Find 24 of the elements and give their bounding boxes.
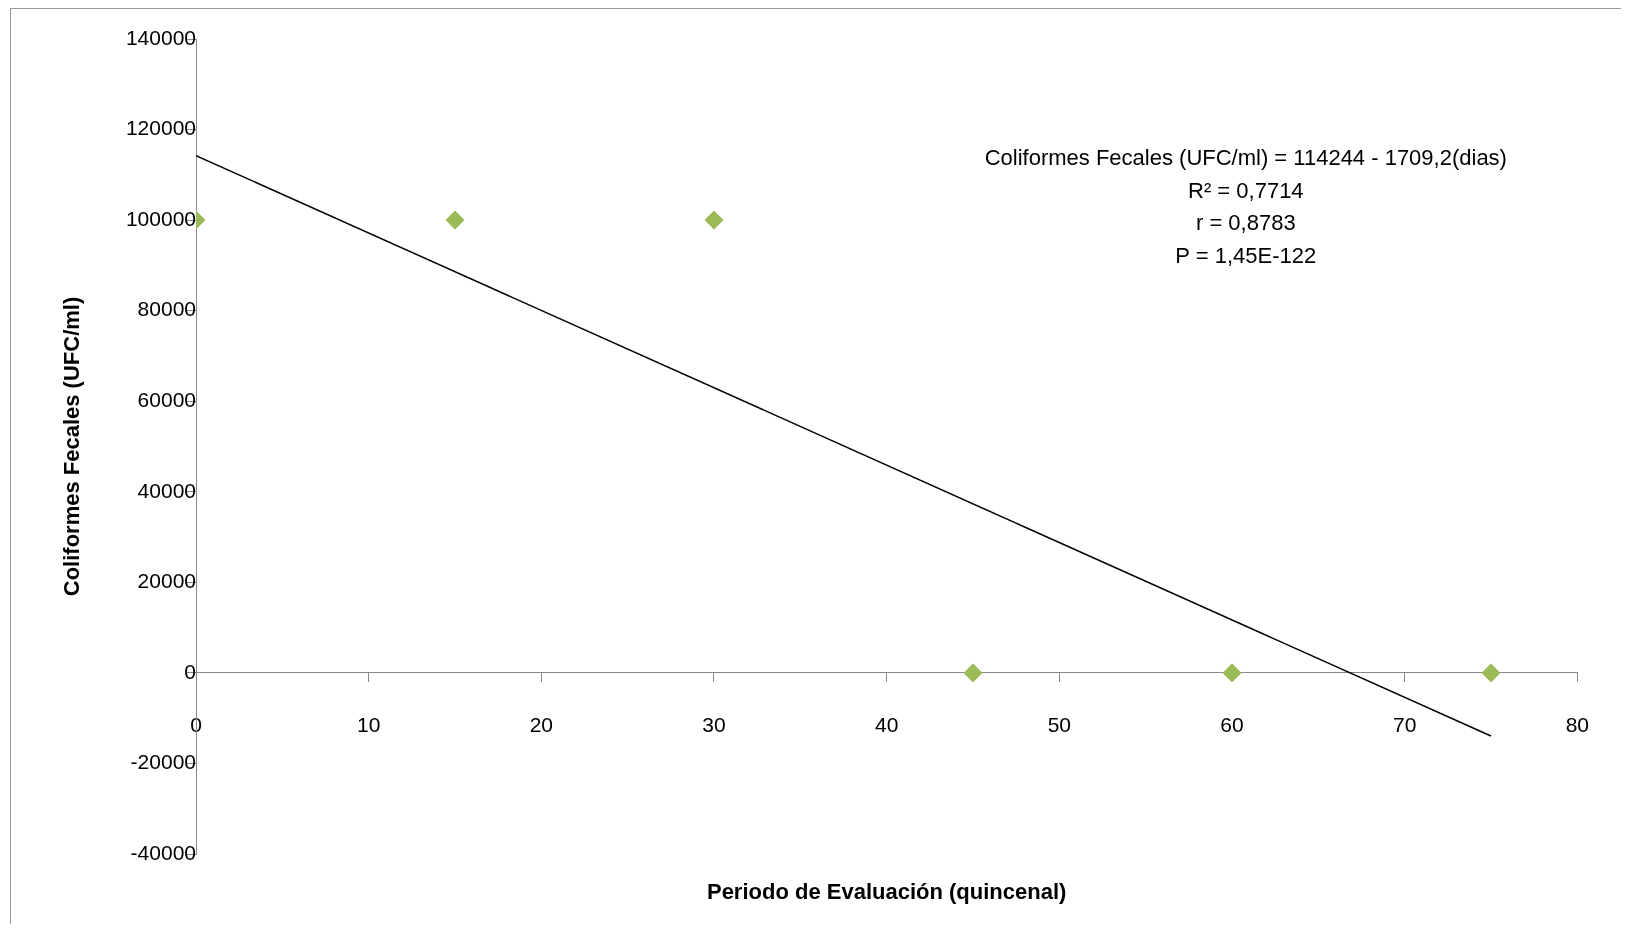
y-tick-label: 80000 [137, 297, 196, 321]
annotation: r = 0,8783 [1195, 210, 1296, 236]
y-tick-label: -20000 [130, 750, 196, 774]
y-tick-label: 100000 [125, 206, 196, 230]
y-tick-label: 60000 [137, 388, 196, 412]
x-tick-label: 50 [1047, 713, 1072, 737]
y-tick-label: 20000 [137, 569, 196, 593]
annotation: Coliformes Fecales (UFC/ml) = 114244 - 1709,2(dias) [984, 145, 1507, 171]
x-tick-label: 60 [1220, 713, 1244, 737]
y-tick-label: 40000 [137, 478, 196, 502]
x-tick-label: 80 [1565, 713, 1589, 737]
x-tick-label: 10 [356, 713, 381, 737]
x-tick-label: 40 [874, 713, 899, 737]
x-axis-title: Periodo de Evaluación (quincenal) [706, 879, 1067, 905]
annotation: R² = 0,7714 [1188, 177, 1304, 203]
x-tick-label: 20 [529, 713, 554, 737]
y-axis-title: Coliformes Fecales (UFC/ml) [59, 296, 85, 597]
y-tick-label: 0 [184, 659, 196, 683]
x-tick-label: 70 [1392, 713, 1417, 737]
y-tick-label: -40000 [130, 840, 196, 864]
y-tick-label: 120000 [125, 116, 196, 140]
y-tick-label: 140000 [125, 25, 196, 49]
x-tick-label: 30 [702, 713, 726, 737]
annotation: P = 1,45E-122 [1175, 242, 1317, 268]
